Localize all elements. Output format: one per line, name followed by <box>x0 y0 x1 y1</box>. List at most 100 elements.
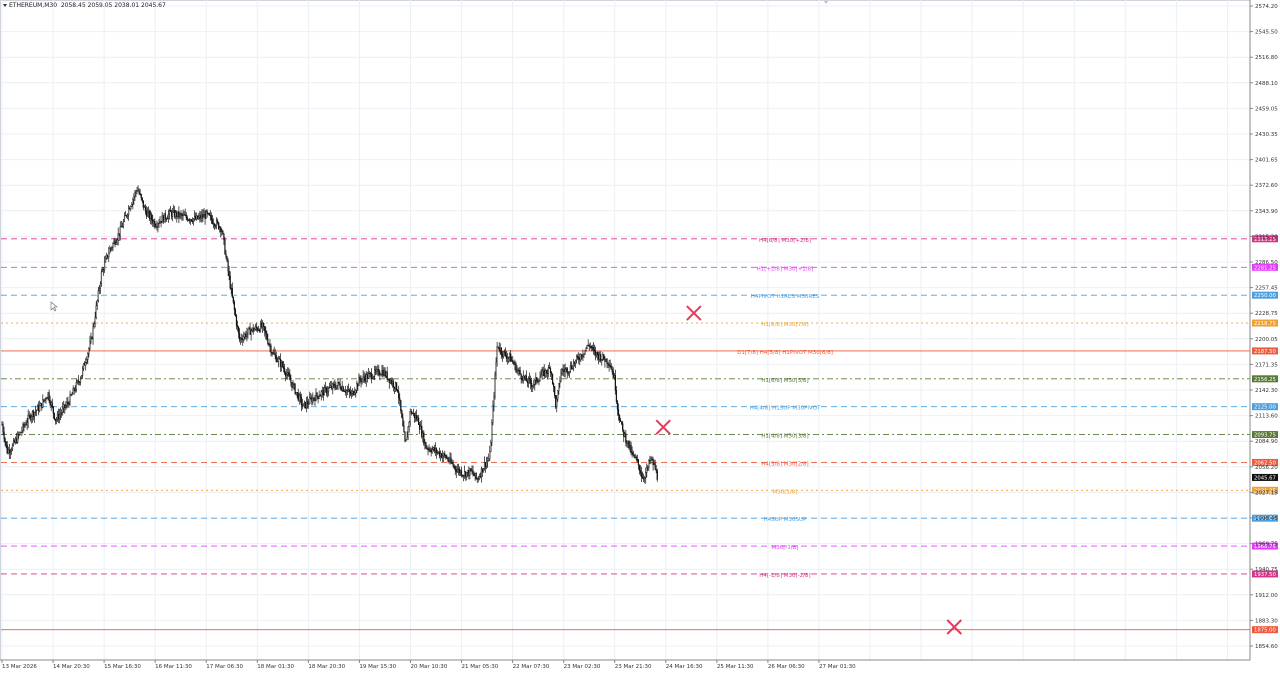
candle-body <box>239 332 241 340</box>
candle-body <box>249 327 251 335</box>
candle-body <box>337 381 339 386</box>
candle-body <box>233 302 235 310</box>
candle-body <box>246 333 248 337</box>
candle-body <box>626 442 628 444</box>
candle-body <box>375 369 377 372</box>
candles <box>1 185 658 484</box>
price-tick-label: 1998.45 <box>1255 516 1278 522</box>
level-price-tag-label: 2000.00 <box>1254 516 1277 522</box>
candle-body <box>38 405 40 412</box>
candle-body <box>438 451 441 457</box>
time-tick-label: 26 Mar 06:30 <box>768 664 805 670</box>
candle-body <box>379 374 381 376</box>
candle-body <box>23 424 25 427</box>
candle-body <box>122 221 125 227</box>
candle-body <box>143 206 145 208</box>
candle-body <box>589 345 591 347</box>
candle-body <box>240 337 242 340</box>
candle-body <box>139 193 141 195</box>
candle-body <box>466 472 468 478</box>
collapse-triangle-icon[interactable] <box>3 4 7 7</box>
candle-body <box>409 411 411 423</box>
candle-body <box>22 424 24 431</box>
candle-body <box>414 415 417 418</box>
price-tick-label: 2488.10 <box>1255 81 1278 87</box>
candle-body <box>344 391 346 393</box>
candle-body <box>108 252 110 258</box>
candle-body <box>570 365 573 369</box>
level-label: H4PIVOT H1RES M30RES <box>751 294 820 300</box>
candle-body <box>52 406 54 414</box>
candle-body <box>359 377 361 381</box>
candle-body <box>573 362 576 365</box>
candle-body <box>56 413 59 420</box>
price-tick-label: 1883.30 <box>1255 618 1278 624</box>
candle-body <box>21 430 23 433</box>
candle-body <box>11 444 14 451</box>
candle-body <box>480 468 483 478</box>
candle-body <box>67 402 69 404</box>
candle-body <box>424 442 426 445</box>
candle-body <box>435 448 437 453</box>
candle-body <box>84 363 86 366</box>
candle-body <box>42 399 44 408</box>
candle-body <box>461 475 464 477</box>
candle-body <box>207 213 209 215</box>
candle-body <box>214 225 217 227</box>
price-tick-label: 2142.30 <box>1255 388 1278 394</box>
candle-body <box>341 386 343 391</box>
candle-body <box>112 243 114 248</box>
candle-body <box>460 470 463 476</box>
candle-body <box>43 399 45 401</box>
candle-body <box>388 378 390 383</box>
candle-body <box>537 381 539 383</box>
candle-body <box>35 410 38 412</box>
candle-body <box>401 410 403 418</box>
candle-body <box>561 369 563 374</box>
candle-body <box>297 392 299 401</box>
candle-body <box>200 215 202 219</box>
candle-body <box>404 432 406 442</box>
candle-body <box>170 211 173 217</box>
candle-body <box>289 375 291 381</box>
candle-body <box>286 373 288 377</box>
candle-body <box>528 377 531 380</box>
candle-body <box>529 379 532 384</box>
candle-body <box>132 199 134 205</box>
candle-body <box>431 449 433 453</box>
candle-body <box>623 429 625 437</box>
candle-body <box>86 359 88 363</box>
candle-body <box>320 391 322 396</box>
candle-body <box>471 470 473 472</box>
candle-body <box>20 431 22 433</box>
time-tick-label: 21 Mar 05:30 <box>462 664 499 670</box>
candle-body <box>354 392 356 395</box>
price-tick-label: 2372.60 <box>1255 183 1278 189</box>
candle-body <box>381 370 383 375</box>
candle-body <box>646 467 648 473</box>
candle-body <box>495 361 497 376</box>
level-label: M30[1/8] <box>773 489 798 495</box>
candle-body <box>615 390 618 402</box>
candle-body <box>70 394 72 396</box>
candle-body <box>394 382 397 389</box>
candle-body <box>482 468 485 473</box>
candle-body <box>655 469 657 471</box>
candle-body <box>118 233 120 236</box>
candle-body <box>148 211 151 219</box>
candle-body <box>557 390 559 400</box>
candle-body <box>387 378 389 380</box>
candle-body <box>565 368 567 370</box>
candle-body <box>656 470 658 480</box>
candle-body <box>300 397 302 406</box>
candle-body <box>325 387 328 394</box>
candle-body <box>363 375 365 379</box>
candle-body <box>647 466 649 468</box>
candle-body <box>215 220 218 227</box>
time-tick-label: 17 Mar 06:30 <box>206 664 243 670</box>
candle-body <box>189 219 192 221</box>
candle-body <box>391 381 394 384</box>
